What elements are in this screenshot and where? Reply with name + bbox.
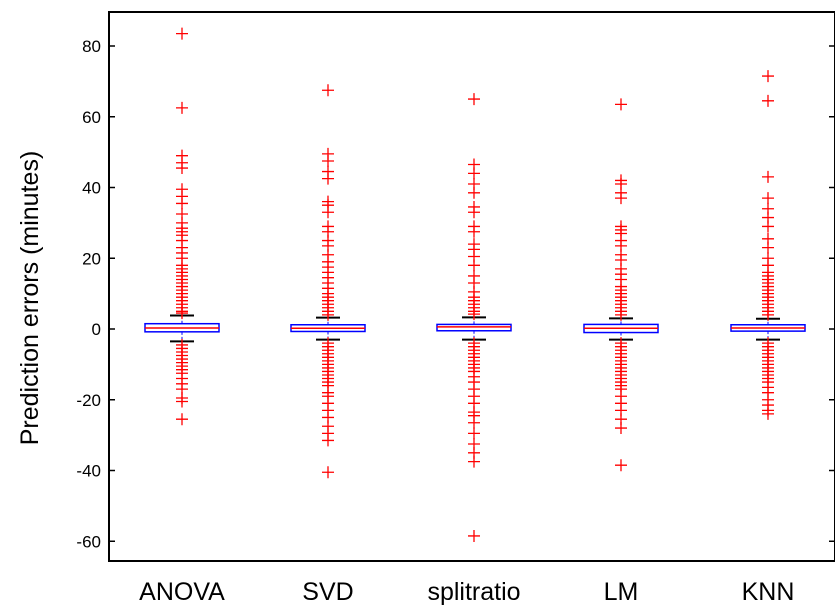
outlier-mark	[322, 434, 334, 447]
y-tick-label: 20	[82, 249, 101, 268]
y-tick-label: -40	[76, 462, 101, 481]
y-tick-label: 80	[82, 37, 101, 56]
y-tick-label: 40	[82, 179, 101, 198]
outlier-mark	[468, 167, 480, 180]
y-tick-label: -20	[76, 391, 101, 410]
outlier-mark	[468, 529, 480, 542]
outlier-mark	[322, 154, 334, 167]
box-group-svd	[290, 84, 366, 479]
x-category-label: LM	[604, 578, 639, 605]
outlier-mark	[322, 308, 334, 321]
x-category-label: ANOVA	[139, 578, 225, 605]
outlier-mark	[468, 308, 480, 321]
y-tick-label: -60	[76, 532, 101, 551]
x-category-label: splitratio	[427, 578, 520, 605]
outlier-mark	[468, 427, 480, 440]
outlier-mark	[762, 94, 774, 107]
outlier-mark	[176, 162, 188, 175]
outlier-mark	[468, 416, 480, 429]
outlier-mark	[615, 422, 627, 435]
outlier-mark	[762, 241, 774, 254]
outlier-mark	[762, 407, 774, 420]
outlier-mark	[322, 466, 334, 479]
outlier-mark	[468, 259, 480, 272]
outlier-mark	[322, 206, 334, 219]
outlier-mark	[615, 98, 627, 111]
x-category-label: SVD	[302, 578, 353, 605]
outlier-mark	[615, 459, 627, 472]
plot-area-frame	[108, 11, 835, 562]
outlier-mark	[176, 395, 188, 408]
y-axis: 80 60 40 20 0 -20 -40 -60	[76, 37, 835, 551]
outlier-mark	[322, 172, 334, 185]
outlier-mark	[176, 413, 188, 426]
y-tick-label: 0	[92, 320, 101, 339]
outlier-mark	[762, 220, 774, 233]
outlier-mark	[762, 70, 774, 83]
box-group-knn	[730, 70, 806, 420]
x-axis: ANOVA SVD splitratio LM KNN	[139, 578, 794, 605]
outlier-mark	[468, 93, 480, 106]
outlier-mark	[762, 192, 774, 205]
outlier-mark	[615, 192, 627, 205]
box-group-splitratio	[436, 93, 512, 542]
box-group-anova	[144, 27, 220, 426]
outlier-mark	[762, 308, 774, 321]
outlier-mark	[176, 197, 188, 210]
outlier-mark	[468, 455, 480, 468]
outlier-mark	[468, 206, 480, 219]
outlier-mark	[468, 186, 480, 199]
boxes-layer	[144, 27, 806, 542]
outlier-mark	[615, 308, 627, 321]
box-group-lm	[583, 98, 659, 472]
x-category-label: KNN	[742, 578, 795, 605]
y-axis-label: Prediction errors (minutes)	[16, 151, 44, 446]
outlier-mark	[322, 84, 334, 97]
outlier-mark	[176, 101, 188, 114]
y-tick-label: 60	[82, 108, 101, 127]
outlier-mark	[176, 27, 188, 40]
outlier-mark	[468, 225, 480, 238]
outlier-mark	[176, 307, 188, 320]
outlier-mark	[762, 170, 774, 183]
